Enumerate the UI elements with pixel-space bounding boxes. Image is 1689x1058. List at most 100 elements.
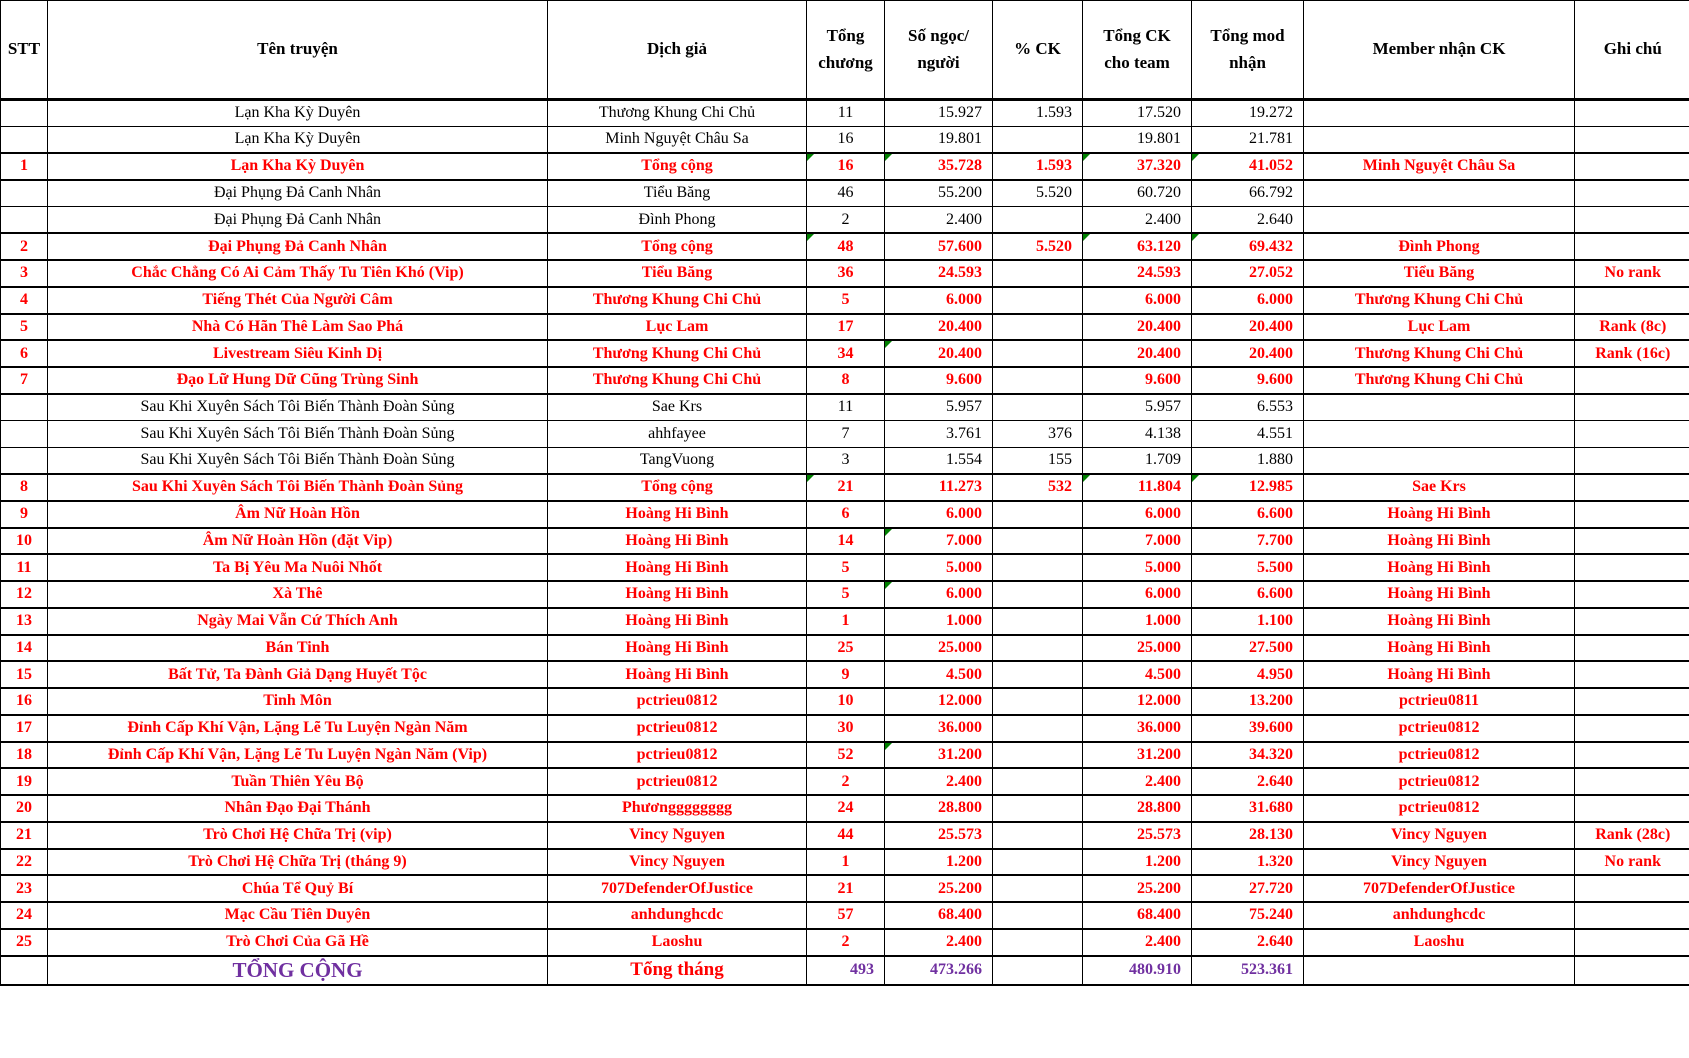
cell-mod_total[interactable]: 6.553 [1191, 393, 1304, 421]
cell-ck_team[interactable]: 480.910 [1082, 954, 1192, 986]
cell-ck_team[interactable]: 6.000 [1082, 499, 1192, 529]
cell-chapters[interactable]: 1 [806, 847, 885, 877]
cell-mod_total[interactable]: 12.985 [1191, 473, 1304, 502]
cell-chapters[interactable]: 1 [806, 606, 885, 636]
cell-chapters[interactable]: 8 [806, 366, 885, 395]
cell-translator[interactable]: Hoàng Hi Bình [547, 660, 807, 689]
cell-stt[interactable]: 23 [0, 874, 48, 903]
cell-chapters[interactable]: 16 [806, 152, 885, 181]
cell-mod_total[interactable]: 2.640 [1191, 927, 1304, 957]
cell-member[interactable]: pctrieu0812 [1303, 767, 1575, 796]
cell-gems[interactable]: 2.400 [884, 206, 993, 234]
cell-title[interactable]: Sau Khi Xuyên Sách Tôi Biến Thành Đoàn S… [47, 446, 548, 475]
cell-title[interactable]: Ta Bị Yêu Ma Nuôi Nhốt [47, 553, 548, 582]
cell-note[interactable] [1574, 99, 1689, 127]
cell-mod_total[interactable]: 1.880 [1191, 446, 1304, 475]
cell-note[interactable] [1574, 285, 1689, 315]
cell-chapters[interactable]: 10 [806, 687, 885, 716]
cell-title[interactable]: Chắc Chẳng Có Ai Cảm Thấy Tu Tiên Khó (V… [47, 259, 548, 288]
cell-gems[interactable]: 25.000 [884, 633, 993, 663]
cell-translator[interactable]: anhdunghcdc [547, 901, 807, 930]
cell-ck_team[interactable]: 12.000 [1082, 687, 1192, 716]
cell-gems[interactable]: 20.400 [884, 339, 993, 368]
cell-title[interactable]: Chúa Tể Quỷ Bí [47, 874, 548, 903]
cell-translator[interactable]: pctrieu0812 [547, 740, 807, 770]
cell-title[interactable]: Lạn Kha Kỳ Duyên [47, 152, 548, 181]
cell-pct_ck[interactable] [992, 393, 1083, 421]
cell-translator[interactable]: Thương Khung Chi Chủ [547, 366, 807, 395]
cell-translator[interactable]: pctrieu0812 [547, 713, 807, 743]
cell-stt[interactable]: 10 [0, 526, 48, 556]
cell-gems[interactable]: 1.000 [884, 606, 993, 636]
cell-pct_ck[interactable]: 5.520 [992, 232, 1083, 261]
cell-member[interactable]: Hoàng Hi Bình [1303, 526, 1575, 556]
cell-note[interactable] [1574, 874, 1689, 903]
cell-pct_ck[interactable] [992, 366, 1083, 395]
cell-stt[interactable] [0, 393, 48, 421]
cell-title[interactable]: Tuần Thiên Yêu Bộ [47, 767, 548, 796]
cell-member[interactable]: Lục Lam [1303, 312, 1575, 342]
cell-gems[interactable]: 2.400 [884, 767, 993, 796]
cell-pct_ck[interactable] [992, 125, 1083, 154]
cell-pct_ck[interactable]: 5.520 [992, 179, 1083, 207]
cell-chapters[interactable]: 36 [806, 259, 885, 288]
cell-chapters[interactable]: 46 [806, 179, 885, 207]
cell-chapters[interactable]: 25 [806, 633, 885, 663]
cell-note[interactable] [1574, 446, 1689, 475]
cell-title[interactable]: Livestream Siêu Kinh Dị [47, 339, 548, 368]
cell-pct_ck[interactable] [992, 339, 1083, 368]
cell-chapters[interactable]: 9 [806, 660, 885, 689]
cell-title[interactable]: Đỉnh Cấp Khí Vận, Lặng Lẽ Tu Luyện Ngàn … [47, 713, 548, 743]
cell-title[interactable]: Đỉnh Cấp Khí Vận, Lặng Lẽ Tu Luyện Ngàn … [47, 740, 548, 770]
cell-translator[interactable]: Sae Krs [547, 393, 807, 421]
cell-ck_team[interactable]: 1.709 [1082, 446, 1192, 475]
cell-gems[interactable]: 15.927 [884, 99, 993, 127]
cell-stt[interactable]: 25 [0, 927, 48, 957]
cell-mod_total[interactable]: 1.320 [1191, 847, 1304, 877]
cell-note[interactable] [1574, 767, 1689, 796]
cell-stt[interactable] [0, 446, 48, 475]
cell-ck_team[interactable]: 25.573 [1082, 820, 1192, 850]
cell-member[interactable]: Đình Phong [1303, 232, 1575, 261]
cell-member[interactable]: Hoàng Hi Bình [1303, 580, 1575, 609]
cell-translator[interactable]: Minh Nguyệt Châu Sa [547, 125, 807, 154]
cell-chapters[interactable]: 44 [806, 820, 885, 850]
cell-ck_team[interactable]: 20.400 [1082, 339, 1192, 368]
cell-chapters[interactable]: 6 [806, 499, 885, 529]
cell-title[interactable]: Ngày Mai Vẫn Cứ Thích Anh [47, 606, 548, 636]
cell-mod_total[interactable]: 27.052 [1191, 259, 1304, 288]
cell-stt[interactable]: 8 [0, 473, 48, 502]
cell-chapters[interactable]: 17 [806, 312, 885, 342]
cell-title[interactable]: Lạn Kha Kỳ Duyên [47, 125, 548, 154]
cell-pct_ck[interactable] [992, 767, 1083, 796]
cell-gems[interactable]: 1.554 [884, 446, 993, 475]
cell-title[interactable]: Đại Phụng Đả Canh Nhân [47, 206, 548, 234]
cell-gems[interactable]: 19.801 [884, 125, 993, 154]
cell-mod_total[interactable]: 66.792 [1191, 179, 1304, 207]
cell-ck_team[interactable]: 2.400 [1082, 767, 1192, 796]
cell-chapters[interactable]: 2 [806, 206, 885, 234]
cell-mod_total[interactable]: 6.600 [1191, 499, 1304, 529]
cell-pct_ck[interactable] [992, 606, 1083, 636]
cell-member[interactable]: Thương Khung Chi Chủ [1303, 339, 1575, 368]
cell-mod_total[interactable]: 20.400 [1191, 339, 1304, 368]
cell-chapters[interactable]: 21 [806, 473, 885, 502]
cell-translator[interactable]: Tổng cộng [547, 232, 807, 261]
cell-member[interactable]: anhdunghcdc [1303, 901, 1575, 930]
cell-title[interactable]: Xà Thê [47, 580, 548, 609]
cell-title[interactable]: Bán Tinh [47, 633, 548, 663]
cell-note[interactable] [1574, 420, 1689, 448]
column-header-translator[interactable]: Dịch giả [547, 0, 807, 101]
column-header-ck_team[interactable]: Tổng CK cho team [1082, 0, 1192, 101]
cell-member[interactable]: Vincy Nguyen [1303, 847, 1575, 877]
cell-chapters[interactable]: 30 [806, 713, 885, 743]
cell-chapters[interactable]: 11 [806, 99, 885, 127]
cell-pct_ck[interactable] [992, 206, 1083, 234]
cell-stt[interactable] [0, 206, 48, 234]
cell-member[interactable]: pctrieu0812 [1303, 794, 1575, 823]
cell-stt[interactable] [0, 420, 48, 448]
cell-gems[interactable]: 36.000 [884, 713, 993, 743]
cell-title[interactable]: Nhà Có Hãn Thê Làm Sao Phá [47, 312, 548, 342]
cell-translator[interactable]: pctrieu0812 [547, 687, 807, 716]
cell-note[interactable] [1574, 152, 1689, 181]
